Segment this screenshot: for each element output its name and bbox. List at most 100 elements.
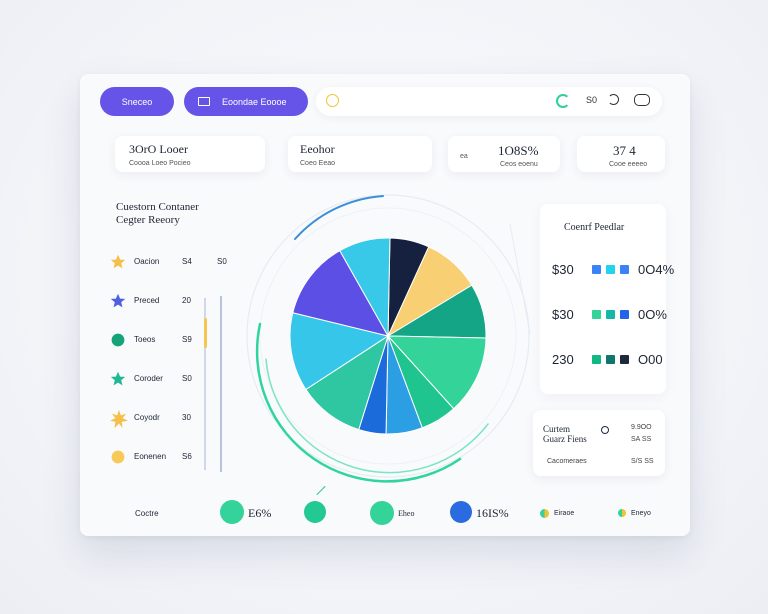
dashboard-card: Sneceo Eoondae Eoooe S0 3OrO Looer Coooa… bbox=[80, 74, 690, 536]
search-bar[interactable]: S0 bbox=[316, 87, 662, 116]
small-label: Eneyo bbox=[631, 510, 651, 517]
pie-slices bbox=[289, 237, 487, 435]
refresh-icon[interactable] bbox=[556, 94, 570, 108]
stat-card-2[interactable]: Eeohor Coeo Eeao bbox=[288, 136, 432, 172]
progress-arc bbox=[255, 322, 462, 483]
burst-icon bbox=[110, 410, 128, 433]
pie-slice[interactable] bbox=[292, 249, 390, 337]
right-panel-title: Coenrf Peedlar bbox=[564, 222, 625, 233]
legend-swatch bbox=[620, 355, 629, 364]
category-row[interactable]: Eonenen S6 bbox=[110, 449, 235, 469]
category-value: 20 bbox=[182, 296, 191, 305]
customer-sub: Cacomeraes bbox=[547, 458, 587, 465]
legend-swatch bbox=[606, 355, 615, 364]
primary-button-label: Sneceo bbox=[121, 96, 153, 107]
star-icon bbox=[110, 254, 126, 275]
doc-icon bbox=[198, 97, 210, 106]
category-label: Eonenen bbox=[134, 452, 167, 461]
legend-row[interactable]: 230 O00 bbox=[550, 350, 670, 370]
category-row[interactable]: Oacion S4 S0 bbox=[110, 254, 235, 274]
stat-card-1[interactable]: 3OrO Looer Coooa Loeo Pocieo bbox=[115, 136, 265, 172]
pie-slice[interactable] bbox=[289, 312, 390, 391]
category-value: S4 bbox=[182, 257, 192, 266]
customer-value: SA SS bbox=[631, 436, 652, 443]
guide-line bbox=[509, 223, 531, 335]
legend-swatch bbox=[620, 265, 629, 274]
legend-left-value: $30 bbox=[552, 307, 574, 322]
customer-title-line2: Guarz Fiens bbox=[543, 434, 587, 444]
category-label: Toeos bbox=[134, 335, 156, 344]
category-list: Oacion S4 S0 Preced 20 Toeos S9 Coroder S0 Coyodr… bbox=[110, 254, 235, 474]
customer-box[interactable]: Curtem Guarz Fiens Cacomeraes 9.9OO SA S… bbox=[533, 410, 665, 476]
legend-swatch bbox=[592, 265, 601, 274]
stat-sub: Ceos eoenu bbox=[500, 161, 538, 168]
secondary-button[interactable]: Eoondae Eoooe bbox=[184, 87, 308, 116]
secondary-button-label: Eoondae Eoooe bbox=[222, 96, 287, 107]
stat-card-4[interactable]: 37 4 Cooe eeeeo bbox=[577, 136, 665, 172]
slider-rail[interactable] bbox=[220, 296, 222, 472]
circle-icon bbox=[110, 332, 126, 353]
star-icon bbox=[110, 371, 126, 392]
metric-dot[interactable] bbox=[220, 500, 244, 524]
left-panel-title: Cuestorn Contaner Cegter Reeory bbox=[116, 201, 199, 227]
metric-label: E6% bbox=[248, 506, 272, 520]
stat-card-3[interactable]: ea 1O8S% Ceos eoenu bbox=[448, 136, 560, 172]
right-panel: Coenrf Peedlar bbox=[540, 204, 666, 394]
stat-prefix: ea bbox=[460, 153, 468, 160]
metric-dot[interactable] bbox=[450, 501, 472, 523]
bottom-label: Coctre bbox=[135, 509, 159, 518]
small-dot-icon bbox=[618, 509, 626, 517]
category-label: Preced bbox=[134, 296, 160, 305]
settings-icon[interactable] bbox=[634, 94, 650, 106]
category-label: Coroder bbox=[134, 374, 163, 383]
legend-right-value: 0O% bbox=[638, 307, 667, 322]
category-value: 30 bbox=[182, 413, 191, 422]
stat-title: Eeohor bbox=[300, 142, 335, 156]
legend-right-value: O00 bbox=[638, 352, 663, 367]
slider-rail[interactable] bbox=[204, 298, 206, 470]
stat-title: 1O8S% bbox=[498, 143, 539, 158]
legend-left-value: $30 bbox=[552, 262, 574, 277]
pie-slice[interactable] bbox=[386, 335, 487, 410]
legend-left-value: 230 bbox=[552, 352, 574, 367]
legend-row[interactable]: $30 0O4% bbox=[550, 260, 674, 280]
accent-arc bbox=[294, 195, 384, 240]
legend-swatch bbox=[606, 265, 615, 274]
category-row[interactable]: Coroder S0 bbox=[110, 371, 235, 391]
category-value: S6 bbox=[182, 452, 192, 461]
customer-value: 9.9OO bbox=[631, 424, 652, 431]
slider-handle[interactable] bbox=[204, 318, 207, 348]
metric-dot[interactable] bbox=[370, 501, 394, 525]
metric-label: 16IS% bbox=[476, 506, 509, 520]
progress-arc bbox=[265, 358, 489, 474]
outer-ring bbox=[246, 194, 530, 478]
category-label: Oacion bbox=[134, 257, 160, 266]
customer-title-line1: Curtem bbox=[543, 424, 570, 434]
circle-icon bbox=[110, 449, 126, 470]
customer-title: Curtem Guarz Fiens bbox=[543, 424, 587, 444]
legend-swatch bbox=[592, 310, 601, 319]
stat-title: 37 4 bbox=[613, 143, 636, 158]
pie-slice[interactable] bbox=[305, 334, 389, 431]
left-title-line2: Cegter Reeory bbox=[116, 214, 180, 226]
radio-icon[interactable] bbox=[601, 426, 609, 434]
sync-icon[interactable] bbox=[608, 94, 619, 105]
pie-slice[interactable] bbox=[339, 237, 391, 338]
stat-sub: Coeo Eeao bbox=[300, 160, 336, 167]
primary-button[interactable]: Sneceo bbox=[100, 87, 174, 116]
category-row[interactable]: Toeos S9 bbox=[110, 332, 235, 352]
star-icon bbox=[110, 293, 126, 314]
toolbar-label[interactable]: S0 bbox=[586, 95, 598, 105]
left-title-line1: Cuestorn Contaner bbox=[116, 201, 199, 213]
category-row[interactable]: Preced 20 bbox=[110, 293, 235, 313]
stat-title: 3OrO Looer bbox=[129, 142, 188, 156]
metric-dot[interactable] bbox=[304, 501, 326, 523]
legend-row[interactable]: $30 0O% bbox=[550, 305, 670, 325]
category-extra: S0 bbox=[217, 257, 227, 266]
legend-swatch bbox=[620, 310, 629, 319]
category-row[interactable]: Coyodr 30 bbox=[110, 410, 235, 430]
small-dot-icon bbox=[540, 509, 549, 518]
legend-swatch bbox=[606, 310, 615, 319]
category-value: S0 bbox=[182, 374, 192, 383]
stat-sub: Cooe eeeeo bbox=[609, 161, 648, 168]
